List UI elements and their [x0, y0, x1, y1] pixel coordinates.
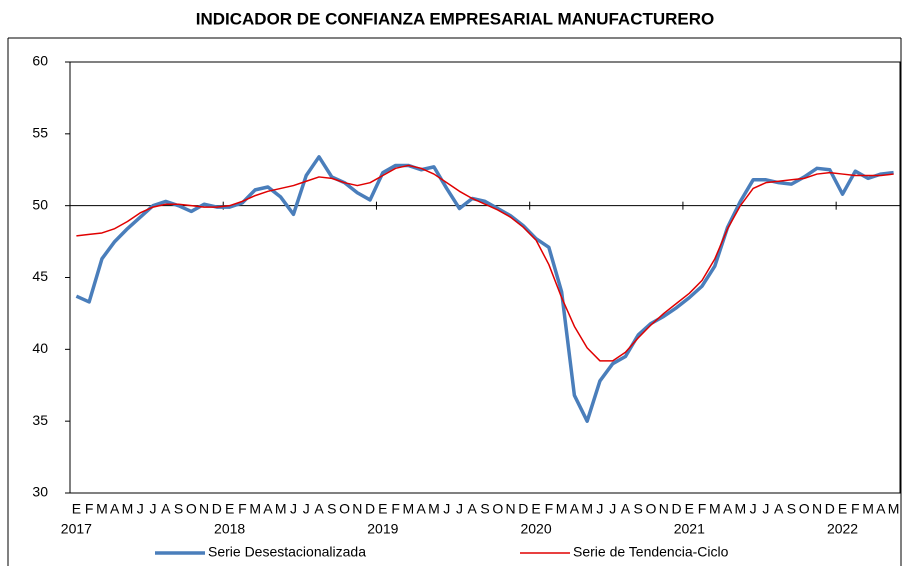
x-tick-label: O: [799, 501, 810, 517]
x-tick-label: J: [750, 501, 757, 517]
chart-title: INDICADOR DE CONFIANZA EMPRESARIAL MANUF…: [196, 9, 715, 28]
x-tick-label: J: [290, 501, 297, 517]
x-tick-label: D: [365, 501, 375, 517]
x-tick-label: S: [480, 501, 489, 517]
x-tick-label: J: [137, 501, 144, 517]
x-tick-label: E: [531, 501, 540, 517]
x-tick-label: M: [403, 501, 415, 517]
x-tick-label: F: [85, 501, 94, 517]
x-tick-label: N: [199, 501, 209, 517]
x-tick-label: S: [174, 501, 183, 517]
year-label: 2018: [214, 521, 245, 537]
x-tick-label: E: [685, 501, 694, 517]
x-tick-label: D: [518, 501, 528, 517]
x-tick-label: M: [275, 501, 287, 517]
x-tick-label: M: [96, 501, 108, 517]
y-tick-label: 60: [32, 53, 48, 69]
x-tick-label: E: [378, 501, 387, 517]
year-label: 2021: [674, 521, 705, 537]
x-tick-label: F: [851, 501, 860, 517]
legend-label: Serie de Tendencia-Ciclo: [573, 544, 729, 560]
year-label: 2019: [367, 521, 398, 537]
x-tick-label: A: [774, 501, 784, 517]
x-tick-label: D: [212, 501, 222, 517]
x-tick-label: M: [735, 501, 747, 517]
x-tick-label: A: [263, 501, 273, 517]
x-tick-label: A: [110, 501, 120, 517]
x-tick-label: O: [492, 501, 503, 517]
x-tick-label: J: [303, 501, 310, 517]
x-tick-label: E: [72, 501, 81, 517]
x-tick-label: F: [545, 501, 554, 517]
year-label: 2020: [520, 521, 551, 537]
x-tick-label: A: [723, 501, 733, 517]
y-tick-label: 35: [32, 412, 48, 428]
x-tick-label: N: [659, 501, 669, 517]
y-tick-label: 30: [32, 484, 48, 500]
x-tick-label: S: [787, 501, 796, 517]
x-tick-label: J: [150, 501, 157, 517]
x-tick-label: J: [456, 501, 463, 517]
x-tick-label: F: [238, 501, 247, 517]
x-tick-label: A: [314, 501, 324, 517]
x-tick-label: N: [812, 501, 822, 517]
x-tick-label: E: [225, 501, 234, 517]
y-tick-label: 55: [32, 125, 48, 141]
y-tick-label: 50: [32, 196, 48, 212]
x-tick-label: A: [416, 501, 426, 517]
year-label: 2022: [827, 521, 858, 537]
x-tick-label: F: [698, 501, 707, 517]
legend-label: Serie Desestacionalizada: [208, 544, 366, 560]
x-tick-label: M: [249, 501, 261, 517]
x-tick-label: N: [352, 501, 362, 517]
x-tick-label: J: [609, 501, 616, 517]
x-tick-label: F: [391, 501, 400, 517]
x-tick-label: M: [122, 501, 134, 517]
x-tick-label: D: [671, 501, 681, 517]
x-tick-label: M: [428, 501, 440, 517]
x-tick-label: O: [186, 501, 197, 517]
x-tick-label: M: [556, 501, 568, 517]
x-tick-label: O: [339, 501, 350, 517]
x-tick-label: J: [443, 501, 450, 517]
x-tick-label: E: [838, 501, 847, 517]
x-tick-label: M: [709, 501, 721, 517]
x-tick-label: A: [161, 501, 171, 517]
x-tick-label: A: [468, 501, 478, 517]
x-tick-label: M: [581, 501, 593, 517]
x-tick-label: N: [505, 501, 515, 517]
y-tick-label: 45: [32, 268, 48, 284]
x-tick-label: A: [570, 501, 580, 517]
x-tick-label: J: [762, 501, 769, 517]
x-tick-label: O: [646, 501, 657, 517]
x-tick-label: J: [596, 501, 603, 517]
series-line: [76, 164, 894, 362]
x-tick-label: S: [327, 501, 336, 517]
year-label: 2017: [61, 521, 92, 537]
x-tick-label: D: [825, 501, 835, 517]
series-line: [75, 155, 894, 423]
x-tick-label: A: [621, 501, 631, 517]
x-tick-label: S: [634, 501, 643, 517]
x-tick-label: A: [876, 501, 886, 517]
plot-area: [69, 61, 901, 494]
x-tick-label: M: [862, 501, 874, 517]
y-tick-label: 40: [32, 340, 48, 356]
x-tick-label: M: [888, 501, 900, 517]
